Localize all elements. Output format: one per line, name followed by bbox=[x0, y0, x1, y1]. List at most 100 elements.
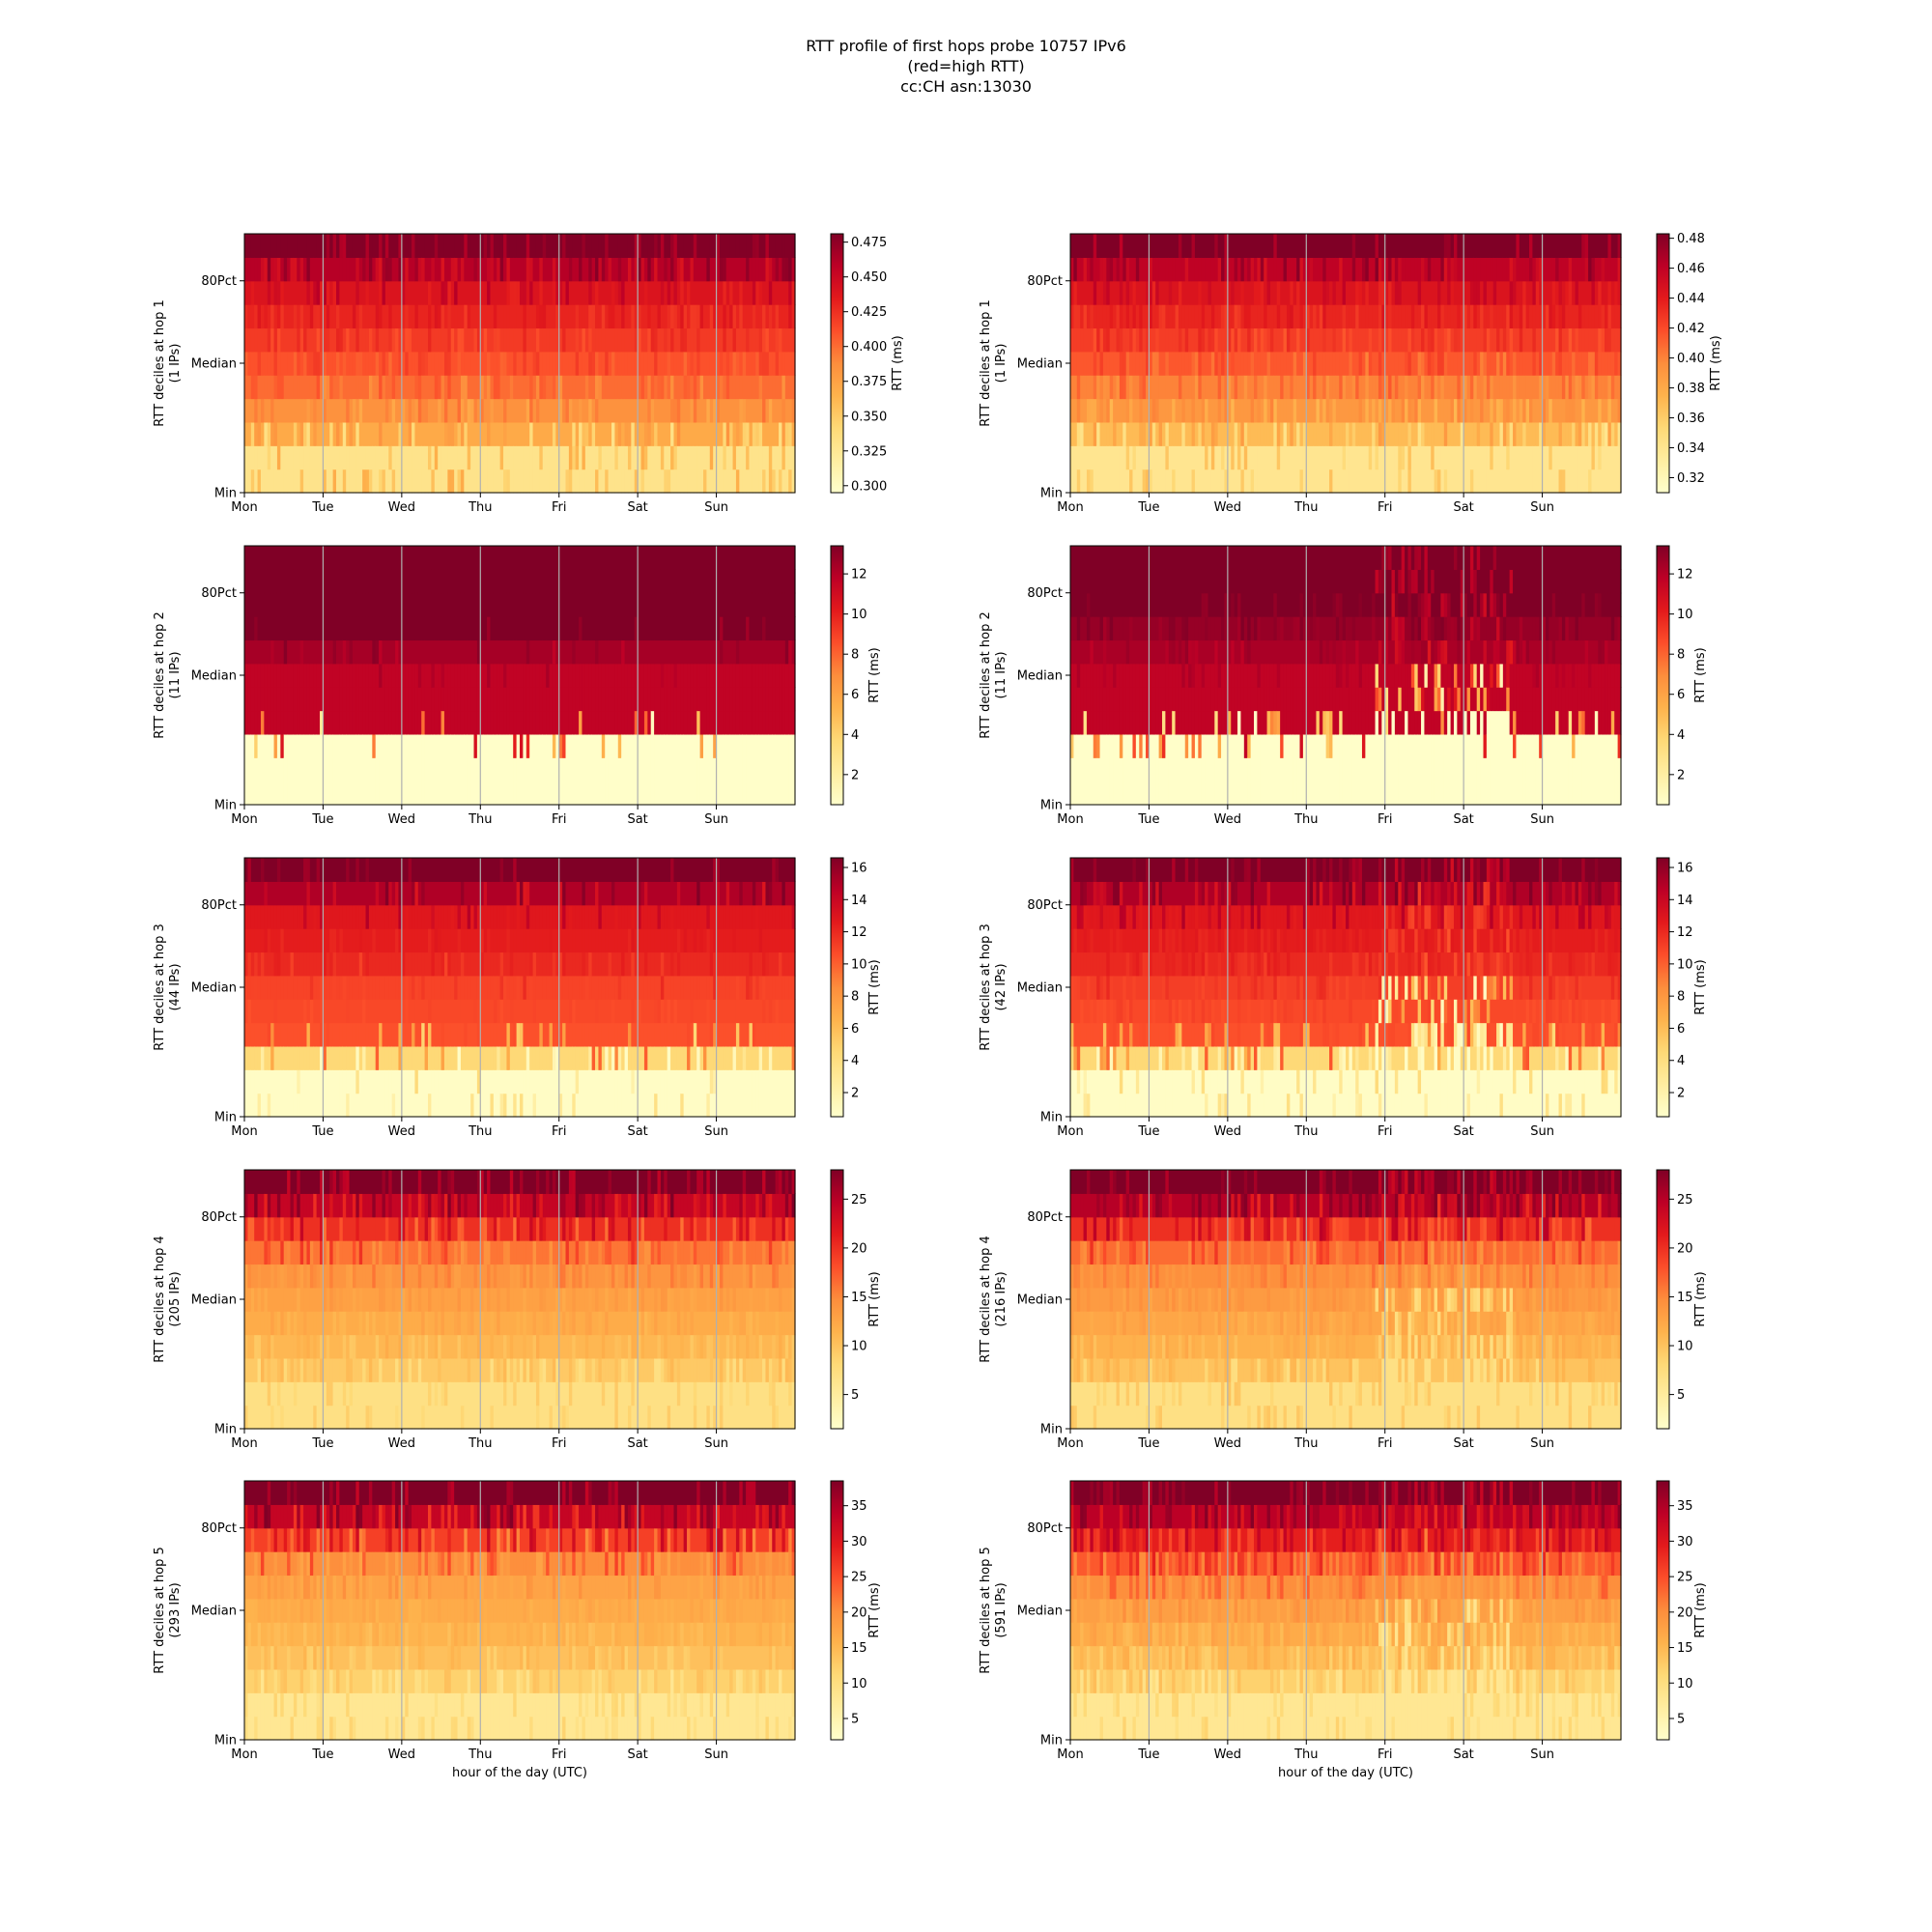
heatmap-cell bbox=[791, 304, 796, 329]
heatmap-cell bbox=[1346, 280, 1350, 305]
heatmap-cell bbox=[1283, 234, 1288, 258]
heatmap-cell bbox=[1178, 375, 1182, 400]
heatmap-cell bbox=[1243, 234, 1248, 258]
heatmap-cell bbox=[673, 375, 678, 400]
heatmap-cell bbox=[428, 327, 432, 353]
heatmap-cell bbox=[1309, 351, 1314, 376]
heatmap-cell bbox=[421, 398, 426, 423]
heatmap-cell bbox=[313, 257, 318, 282]
heatmap-cell bbox=[1351, 375, 1356, 400]
heatmap-cell bbox=[703, 421, 707, 446]
heatmap-cell bbox=[384, 469, 389, 494]
heatmap-cell bbox=[725, 234, 730, 258]
heatmap-cell bbox=[1522, 421, 1527, 446]
heatmap-cell bbox=[1102, 351, 1107, 376]
heatmap-cell bbox=[434, 375, 439, 400]
heatmap-cell bbox=[1421, 445, 1426, 470]
heatmap-cell bbox=[336, 445, 340, 470]
heatmap-cell bbox=[450, 234, 455, 258]
heatmap-cell bbox=[1254, 304, 1258, 329]
heatmap-cell bbox=[765, 375, 770, 400]
heatmap-cell bbox=[627, 398, 632, 423]
heatmap-cell bbox=[693, 327, 697, 353]
heatmap-cell bbox=[316, 375, 321, 400]
heatmap-cell bbox=[1280, 351, 1285, 376]
heatmap-cell bbox=[575, 327, 580, 353]
heatmap-cell bbox=[1198, 398, 1203, 423]
heatmap-cell bbox=[293, 592, 298, 617]
heatmap-cell bbox=[306, 663, 311, 688]
heatmap-cell bbox=[1361, 234, 1366, 258]
x-tick-label: Sun bbox=[1530, 500, 1554, 515]
heatmap-cell bbox=[303, 280, 308, 305]
heatmap-cell bbox=[749, 445, 753, 470]
heatmap-cell bbox=[1601, 327, 1605, 353]
heatmap-cell bbox=[443, 757, 448, 782]
heatmap-cell bbox=[1076, 257, 1081, 282]
heatmap-cell bbox=[546, 280, 551, 305]
heatmap-cell bbox=[1269, 421, 1274, 446]
heatmap-cell bbox=[614, 421, 619, 446]
heatmap-cell bbox=[579, 421, 583, 446]
heatmap-cell bbox=[276, 351, 281, 376]
heatmap-cell bbox=[490, 781, 495, 806]
heatmap-cell bbox=[1499, 351, 1504, 376]
heatmap-cell bbox=[1142, 280, 1147, 305]
heatmap-cell bbox=[382, 280, 386, 305]
heatmap-cell bbox=[664, 327, 668, 353]
heatmap-cell bbox=[303, 445, 308, 470]
heatmap-cell bbox=[421, 445, 426, 470]
heatmap-cell bbox=[388, 351, 393, 376]
heatmap-cell bbox=[372, 469, 377, 494]
heatmap-cell bbox=[680, 398, 685, 423]
heatmap-cell bbox=[1351, 421, 1356, 446]
heatmap-cell bbox=[621, 234, 626, 258]
heatmap-cell bbox=[1168, 398, 1173, 423]
heatmap-cell bbox=[755, 257, 760, 282]
heatmap-cell bbox=[565, 327, 570, 353]
heatmap-cell bbox=[454, 304, 459, 329]
heatmap-cell bbox=[1254, 257, 1258, 282]
heatmap-cell bbox=[336, 351, 340, 376]
heatmap-cell bbox=[667, 351, 671, 376]
heatmap-cell bbox=[267, 445, 271, 470]
heatmap-cell bbox=[1210, 280, 1215, 305]
heatmap-cell bbox=[1375, 304, 1379, 329]
heatmap-cell bbox=[320, 304, 325, 329]
heatmap-cell bbox=[490, 592, 495, 617]
heatmap-cell bbox=[1070, 421, 1074, 446]
heatmap-cell bbox=[375, 469, 380, 494]
heatmap-cell bbox=[306, 421, 311, 446]
heatmap-cell bbox=[480, 304, 485, 329]
heatmap-cell bbox=[582, 375, 586, 400]
heatmap-cell bbox=[368, 304, 373, 329]
heatmap-cell bbox=[1532, 421, 1537, 446]
heatmap-cell bbox=[614, 445, 619, 470]
heatmap-cell bbox=[582, 616, 586, 641]
heatmap-cell bbox=[627, 421, 632, 446]
heatmap-cell bbox=[499, 445, 504, 470]
heatmap-cell bbox=[332, 351, 337, 376]
heatmap-cell bbox=[306, 733, 311, 758]
heatmap-cell bbox=[244, 445, 248, 470]
heatmap-cell bbox=[398, 398, 403, 423]
heatmap-cell bbox=[703, 375, 707, 400]
heatmap-cell bbox=[1431, 280, 1435, 305]
heatmap-cell bbox=[523, 687, 527, 712]
heatmap-cell bbox=[1234, 445, 1238, 470]
heatmap-cell bbox=[362, 639, 367, 665]
heatmap-cell bbox=[398, 304, 403, 329]
heatmap-cell bbox=[1146, 445, 1151, 470]
heatmap-cell bbox=[388, 234, 393, 258]
heatmap-cell bbox=[320, 234, 325, 258]
heatmap-cell bbox=[664, 421, 668, 446]
heatmap-cell bbox=[723, 469, 727, 494]
heatmap-cell bbox=[513, 639, 518, 665]
heatmap-cell bbox=[723, 327, 727, 353]
heatmap-cell bbox=[1290, 327, 1294, 353]
heatmap-cell bbox=[1361, 257, 1366, 282]
heatmap-cell bbox=[1266, 257, 1271, 282]
heatmap-cell bbox=[617, 304, 622, 329]
heatmap-cell bbox=[362, 327, 367, 353]
heatmap-cell bbox=[1309, 234, 1314, 258]
